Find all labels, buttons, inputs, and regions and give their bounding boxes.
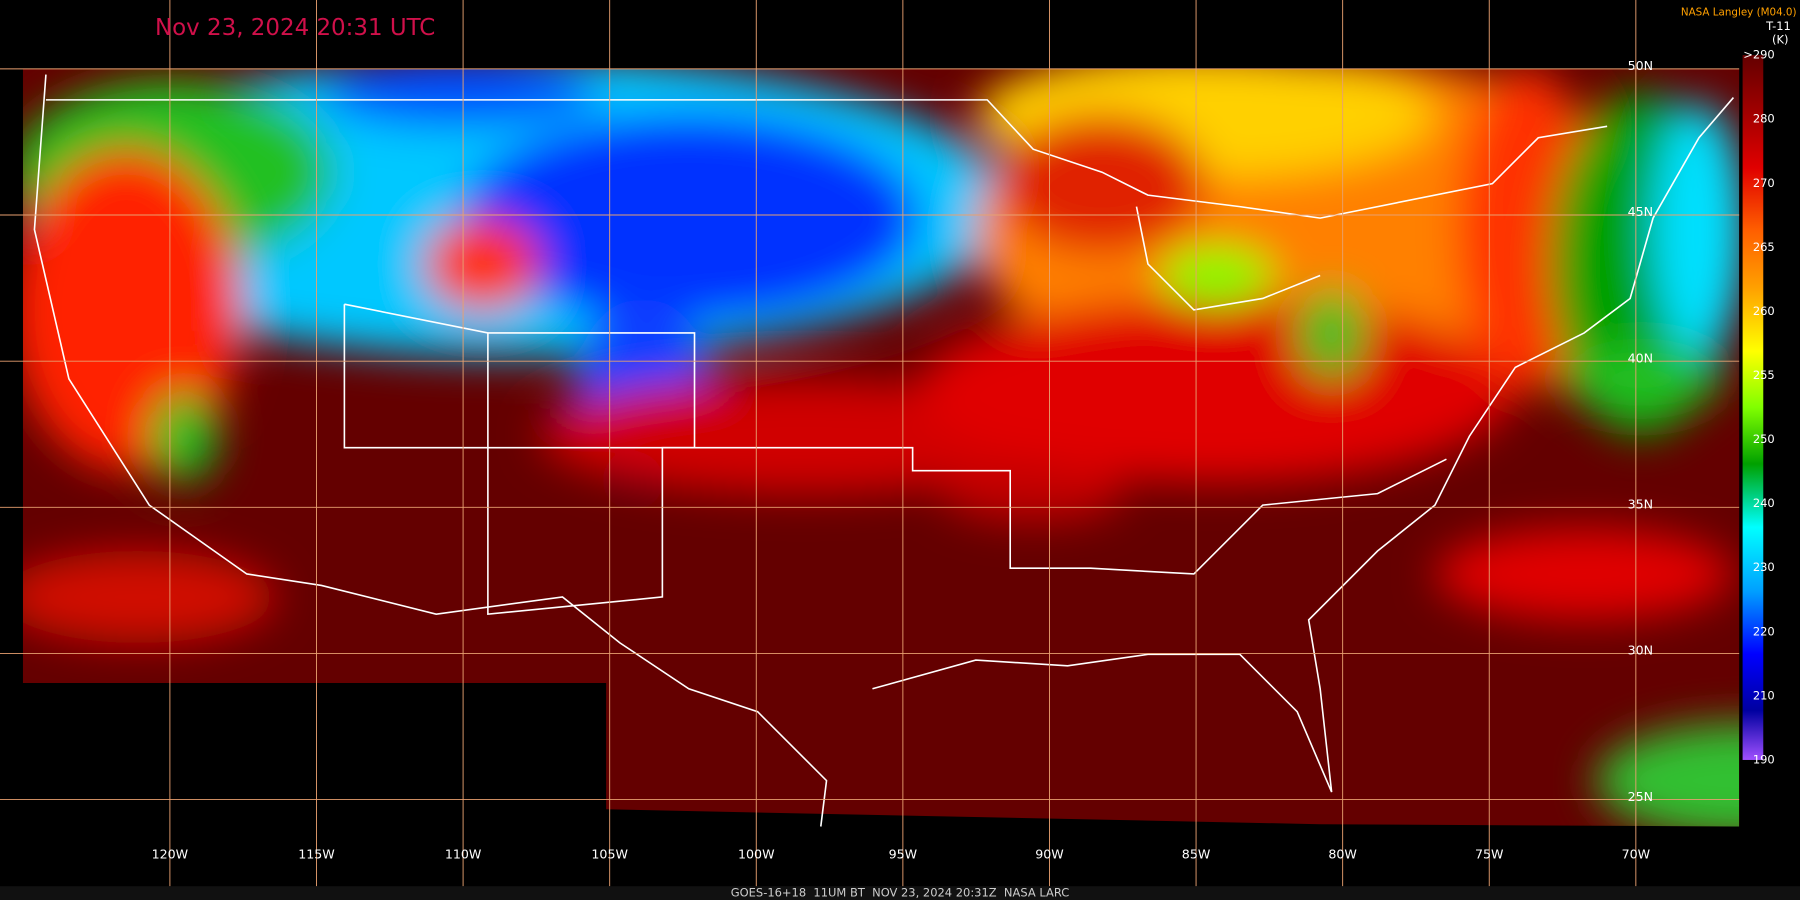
latitude-label: 50N [1628,58,1653,73]
colorbar-label: 190 [1753,752,1775,766]
north-border [45,99,1608,219]
great-lakes [1135,206,1321,311]
longitude-label: 100W [738,847,775,862]
longitude-label: 95W [889,847,918,862]
colorbar-label: 280 [1753,112,1775,126]
west-border [33,74,828,827]
colorbar [1742,55,1764,760]
state-lines [343,304,1447,575]
colorbar-label: 260 [1753,304,1775,318]
latitude-label: 45N [1628,204,1653,219]
colorbar-label: 230 [1753,560,1775,574]
unit: (K) [1772,33,1788,47]
graticule: 120W 115W 110W 105W 100W 95W 90W 85W 80W 75W 70W 50… [0,0,1740,887]
footer-text: GOES-16+18 11UM BT NOV 23, 2024 20:31Z N… [731,886,1069,900]
colorbar-label: 270 [1753,176,1775,190]
longitude-label: 105W [591,847,628,862]
boundaries [33,74,1735,827]
state-lines [344,303,696,616]
footer-bar [0,886,1800,900]
longitude-label: 80W [1328,847,1357,862]
colorbar-label: 255 [1753,368,1775,382]
colorbar-label: >290 [1743,48,1774,62]
longitude-label: 75W [1475,847,1504,862]
channel: T-11 [1765,19,1791,33]
colorbar-label: 240 [1753,496,1775,510]
title: Nov 23, 2024 20:31 UTC [155,15,435,41]
longitude-label: 70W [1622,847,1651,862]
longitude-label: 85W [1182,847,1211,862]
credit: NASA Langley (M04.0) [1681,7,1797,19]
colorbar-label: 220 [1753,624,1775,638]
longitude-label: 115W [298,847,335,862]
colorbar-label: 265 [1753,240,1775,254]
colorbar-label: 250 [1753,432,1775,446]
longitude-label: 90W [1035,847,1064,862]
longitude-label: 110W [445,847,482,862]
cloud-field [22,68,1740,827]
colorbar-label: 210 [1753,688,1775,702]
latitude-label: 40N [1628,350,1653,365]
longitude-label: 120W [152,847,189,862]
latitude-label: 35N [1628,496,1653,511]
latitude-label: 30N [1628,643,1653,658]
latitude-label: 25N [1628,789,1653,804]
